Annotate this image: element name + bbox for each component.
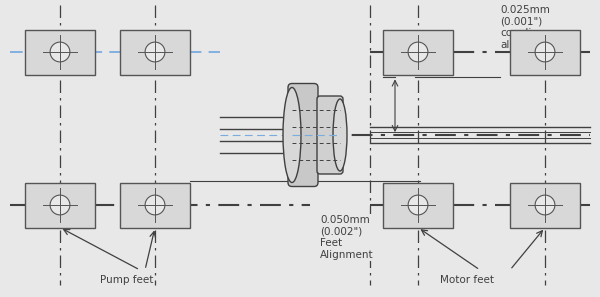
Circle shape [50, 195, 70, 215]
Circle shape [145, 42, 165, 62]
Ellipse shape [283, 88, 301, 182]
Bar [120, 182, 190, 228]
Circle shape [145, 195, 165, 215]
FancyBboxPatch shape [317, 96, 343, 174]
Bar [120, 29, 190, 75]
Circle shape [408, 42, 428, 62]
Bar [25, 182, 95, 228]
Bar [510, 29, 580, 75]
Circle shape [408, 195, 428, 215]
Circle shape [535, 42, 555, 62]
Bar [383, 29, 453, 75]
Circle shape [50, 42, 70, 62]
Text: Pump feet: Pump feet [100, 275, 154, 285]
Bar [383, 182, 453, 228]
Circle shape [535, 195, 555, 215]
Text: 0.050mm
(0.002")
Feet
Alignment: 0.050mm (0.002") Feet Alignment [320, 215, 374, 260]
Ellipse shape [333, 99, 347, 171]
Bar [510, 182, 580, 228]
Text: 0.025mm
(0.001")
coupling
alignment: 0.025mm (0.001") coupling alignment [500, 5, 553, 50]
Text: Motor feet: Motor feet [440, 275, 494, 285]
FancyBboxPatch shape [288, 83, 318, 187]
Bar [25, 29, 95, 75]
